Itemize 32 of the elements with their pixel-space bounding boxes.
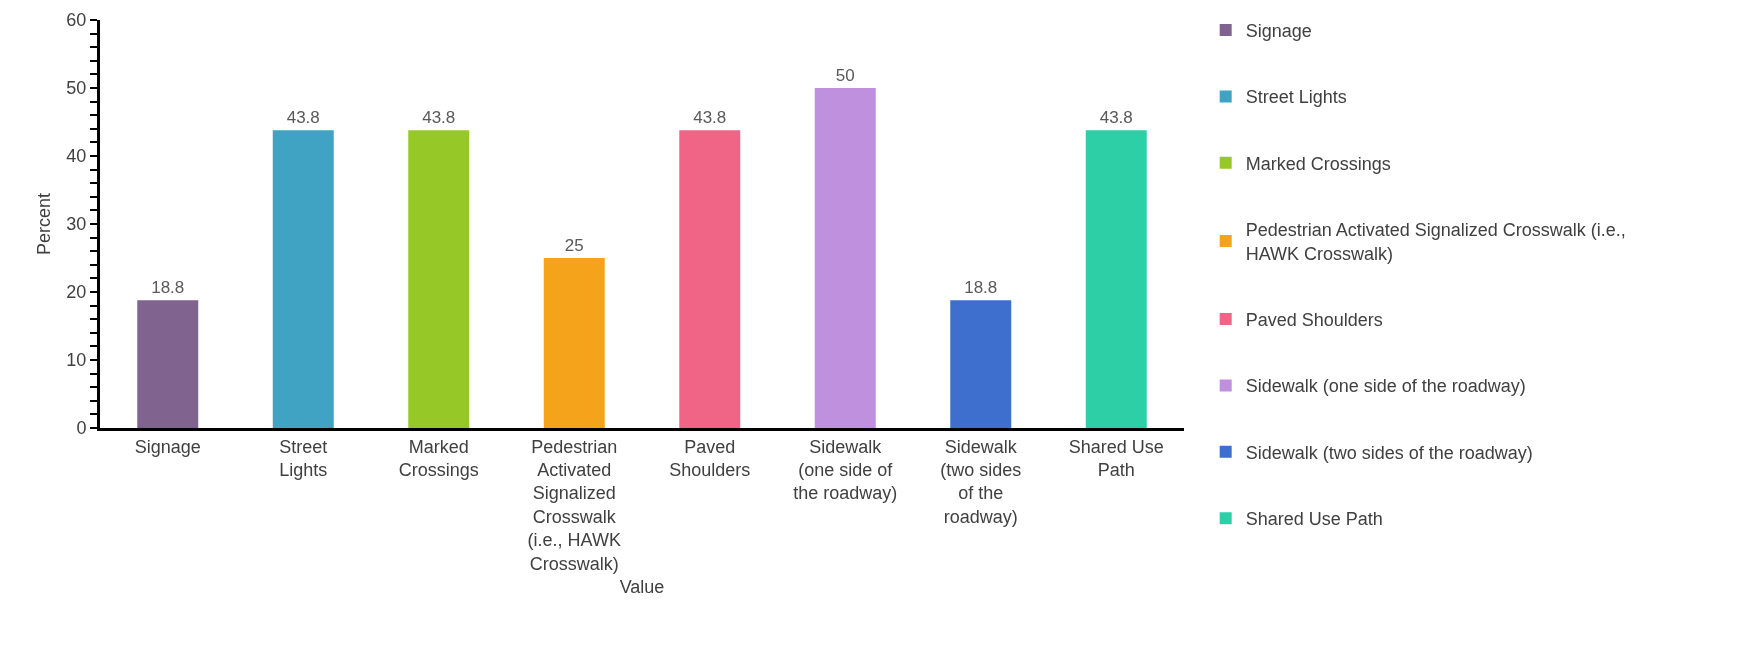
legend-label: Street Lights: [1245, 87, 1347, 108]
x-tick-label: Shared Use Path: [1068, 436, 1164, 480]
y-tick-label: 10: [66, 350, 87, 371]
legend-label: Paved Shoulders: [1245, 310, 1383, 331]
x-tick-label: Sidewalk (one side of the roadway): [793, 436, 898, 504]
y-axis-title: Percent: [33, 192, 54, 256]
x-tick-label: Marked Crossings: [398, 436, 479, 480]
data-label: 25: [564, 236, 584, 255]
y-tick-label: 0: [76, 418, 87, 439]
data-label: 43.8: [286, 108, 320, 128]
legend-label: Shared Use Path: [1245, 509, 1383, 530]
legend-label: Pedestrian Activated Signalized Crosswalk (i.e., HAWK Crosswalk): [1245, 220, 1626, 264]
data-label: 43.8: [693, 108, 727, 128]
y-tick-label: 40: [66, 146, 87, 167]
x-axis-title: Value: [619, 576, 665, 597]
legend-label: Marked Crossings: [1245, 153, 1391, 174]
y-tick-label: 50: [66, 78, 87, 99]
data-label: 43.8: [422, 108, 456, 128]
y-tick-label: 60: [66, 10, 87, 31]
data-label: 18.8: [964, 278, 998, 298]
y-tick-label: 30: [66, 214, 87, 235]
x-tick-label: Pedestrian Activated Signalized Crosswalk (i.e., HAWK Crosswalk): [527, 436, 621, 574]
data-label: 43.8: [1099, 108, 1133, 128]
x-tick-label: Sidewalk (two sides of the roadway): [940, 436, 1022, 527]
data-label: 18.8: [151, 278, 185, 298]
data-label: 50: [835, 66, 855, 85]
x-tick-label: Paved Shoulders: [669, 436, 751, 480]
y-tick-label: 20: [66, 282, 87, 303]
legend-label: Signage: [1245, 21, 1312, 42]
legend-label: Sidewalk (one side of the roadway): [1245, 376, 1526, 397]
x-tick-label: Street Lights: [279, 436, 328, 480]
x-tick-label: Signage: [134, 436, 201, 457]
